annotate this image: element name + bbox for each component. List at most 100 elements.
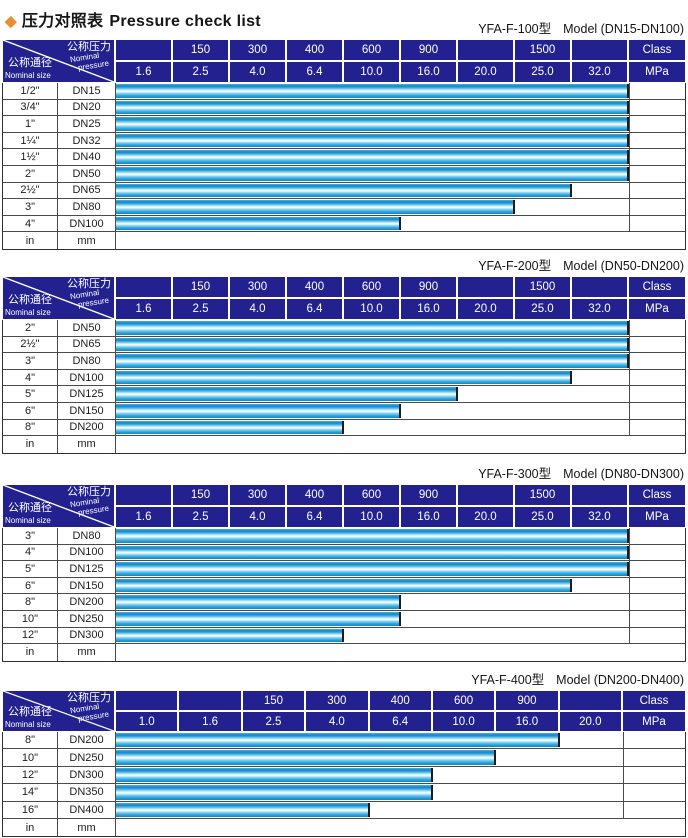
nominal-size-en-label: Nominal size	[5, 516, 51, 525]
header-class-cell	[115, 39, 172, 61]
header-class-cell: 600	[343, 39, 400, 61]
header-mpa-cell: 2.5	[172, 506, 229, 528]
header-class-cell: 900	[400, 39, 457, 61]
row-size-cell: 8"	[3, 419, 58, 436]
pressure-bar	[116, 562, 629, 576]
row-bar-area	[116, 165, 685, 182]
row-size-cell: 2½"	[3, 182, 58, 199]
row-bar-area	[116, 801, 685, 818]
class-column-line	[623, 749, 624, 766]
class-column-line	[629, 353, 630, 369]
nominal-size-zh-label: 公称通径	[8, 706, 52, 718]
row-dn-cell: DN20	[58, 99, 116, 116]
table-row: 8" DN200	[3, 594, 685, 611]
header-mpa-cell: 10.0	[431, 711, 496, 732]
row-size-cell: 4"	[3, 544, 58, 561]
header-class-cell: 300	[229, 484, 286, 506]
row-size-cell: 16"	[3, 801, 58, 818]
row-bar-area	[116, 766, 685, 784]
header-class-cell: 150	[172, 484, 229, 506]
header-mpa-cell: 6.4	[286, 506, 343, 528]
pressure-bar	[116, 337, 629, 352]
row-size-cell: 6"	[3, 577, 58, 594]
pressure-table-block-1: YFA-F-100型 Model (DN15-DN100) 公称压力 Nominal p…	[2, 21, 686, 250]
pressure-bar	[116, 802, 370, 817]
subtitle-model: YFA-F-200型	[478, 259, 552, 273]
unit-row-empty-area	[116, 819, 685, 836]
row-dn-cell: DN300	[58, 627, 116, 644]
header-mpa-cell: 4.0	[229, 298, 286, 320]
row-size-cell: 12"	[3, 766, 58, 784]
header-mpa-cell: 1.6	[178, 711, 242, 732]
row-bar-area	[116, 544, 685, 561]
class-column-line	[629, 627, 630, 644]
table-row: 1/2" DN15	[3, 83, 685, 100]
nominal-size-zh-label: 公称通径	[8, 502, 52, 514]
header-class-cell: 600	[343, 276, 400, 298]
pressure-table-block-4: YFA-F-400型 Model (DN200-DN400) 公称压力 Nominal…	[2, 672, 686, 838]
row-bar-area	[116, 336, 685, 353]
header-class-cell: Class	[628, 484, 686, 506]
pressure-table-block-3: YFA-F-300型 Model (DN80-DN300) 公称压力 Nominal p…	[2, 466, 686, 662]
class-column-line	[629, 182, 630, 199]
class-column-line	[629, 165, 630, 182]
diagonal-header-cell: 公称压力 Nominal pressure 公称通径 Nominal size	[2, 690, 115, 732]
pressure-bar	[116, 403, 401, 418]
nominal-size-en-label: Nominal size	[5, 720, 51, 729]
diagonal-header-cell: 公称压力 Nominal pressure 公称通径 Nominal size	[2, 484, 115, 528]
header-class-cell: 400	[286, 276, 343, 298]
header-mpa-cell: 32.0	[571, 61, 628, 83]
class-column-line	[629, 402, 630, 419]
row-size-cell: 3/4"	[3, 99, 58, 116]
pressure-bar	[116, 117, 629, 131]
class-column-line	[629, 419, 630, 436]
pressure-bar	[116, 216, 401, 231]
pressure-bar	[116, 611, 401, 626]
header-mpa-cell: 32.0	[571, 298, 628, 320]
unit-mm-cell: mm	[58, 644, 116, 661]
nominal-pressure-zh-label: 公称压力	[67, 692, 111, 704]
class-column-line	[623, 801, 624, 818]
header-class-cell: 900	[400, 484, 457, 506]
header-mpa-cell: 2.5	[172, 298, 229, 320]
table-header: 公称压力 Nominal pressure 公称通径 Nominal size 150 30…	[2, 484, 686, 528]
row-size-cell: 4"	[3, 369, 58, 386]
row-bar-area	[116, 83, 685, 99]
pressure-bar	[116, 200, 515, 214]
class-column-line	[629, 386, 630, 402]
class-column-line	[623, 766, 624, 784]
header-class-cell	[115, 690, 179, 711]
unit-row: in mm	[3, 436, 685, 453]
nominal-size-zh-label: 公称通径	[8, 294, 52, 306]
header-mpa-cell: 4.0	[229, 506, 286, 528]
row-size-cell: 14"	[3, 784, 58, 801]
row-dn-cell: DN65	[58, 336, 116, 353]
class-column-line	[629, 369, 630, 386]
header-class-cell: 400	[286, 39, 343, 61]
table-subtitle: YFA-F-100型 Model (DN15-DN100)	[2, 21, 686, 37]
row-bar-area	[116, 99, 685, 116]
header-mpa-cell: 20.0	[457, 506, 514, 528]
row-dn-cell: DN200	[58, 419, 116, 436]
row-size-cell: 5"	[3, 561, 58, 577]
table-row: 6" DN150	[3, 402, 685, 420]
header-class-cell: 900	[400, 276, 457, 298]
row-dn-cell: DN80	[58, 528, 116, 544]
row-bar-area	[116, 732, 685, 749]
pressure-bar	[116, 785, 433, 800]
table-header: 公称压力 Nominal pressure 公称通径 Nominal size 150 30…	[2, 276, 686, 320]
pressure-bar	[116, 595, 401, 609]
table-row: 8" DN200	[3, 732, 685, 750]
header-mpa-cell: MPa	[628, 506, 686, 528]
unit-in-cell: in	[3, 644, 58, 661]
row-dn-cell: DN50	[58, 165, 116, 182]
row-dn-cell: DN40	[58, 149, 116, 165]
table-row: 4" DN100	[3, 544, 685, 562]
table-row: 12" DN300	[3, 627, 685, 645]
row-dn-cell: DN25	[58, 116, 116, 132]
header-class-cell: 900	[495, 690, 559, 711]
row-dn-cell: DN80	[58, 353, 116, 369]
header-class-cell: 300	[229, 39, 286, 61]
header-mpa-cell: MPa	[628, 61, 686, 83]
